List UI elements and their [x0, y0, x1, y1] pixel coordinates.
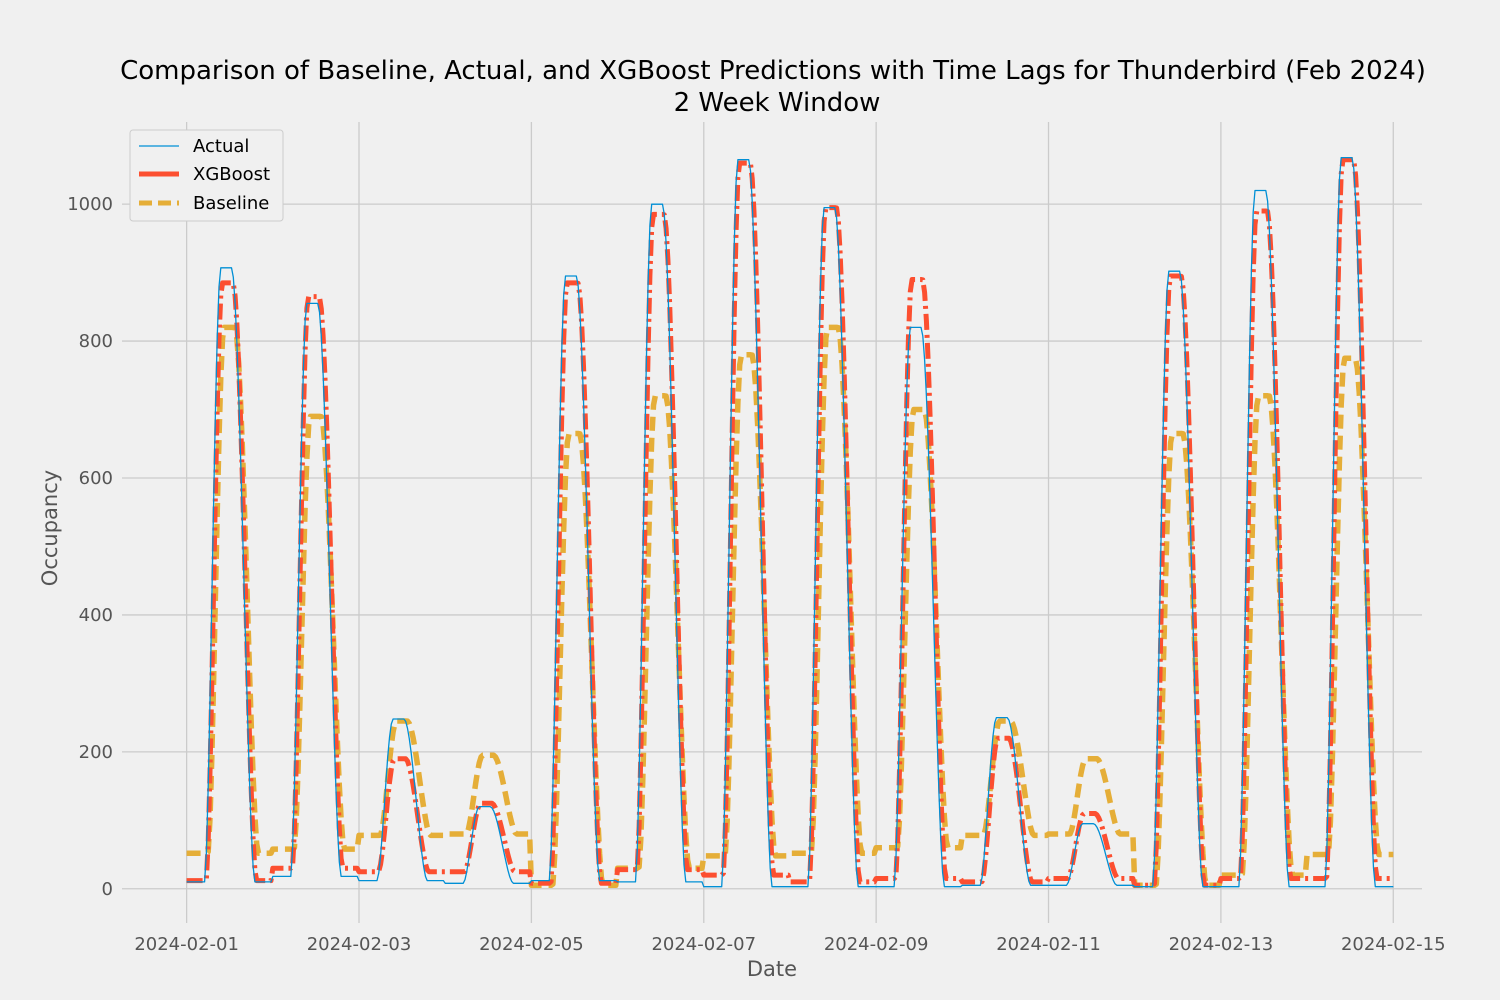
series-layer	[185, 156, 1395, 889]
x-tick-label: 2024-02-05	[479, 934, 584, 955]
x-tick-label: 2024-02-01	[134, 934, 239, 955]
y-tick-label: 600	[79, 468, 113, 489]
legend-label-xgboost: XGBoost	[193, 164, 270, 185]
x-tick-label: 2024-02-07	[651, 934, 756, 955]
y-tick-label: 400	[79, 605, 113, 626]
chart-subtitle: 2 Week Window	[674, 88, 881, 118]
series-line-xgboost	[185, 157, 1394, 888]
y-tick-label: 0	[102, 879, 113, 900]
chart-title: Comparison of Baseline, Actual, and XGBo…	[120, 56, 1426, 86]
legend-box	[129, 129, 284, 222]
legend-label-baseline: Baseline	[193, 193, 269, 214]
grid	[122, 122, 1422, 923]
legend: Actual XGBoost Baseline	[129, 129, 284, 222]
y-tick-label: 1000	[67, 194, 113, 215]
tick-labels: 0 200 400 600 800 1000 2024-02-01 2024-02-03 202…	[67, 194, 1445, 955]
series-line-actual	[186, 156, 1394, 888]
x-tick-label: 2024-02-03	[307, 934, 412, 955]
x-tick-label: 2024-02-13	[1169, 934, 1274, 955]
y-axis-label: Occupancy	[38, 470, 62, 586]
x-tick-label: 2024-02-09	[824, 934, 929, 955]
x-tick-label: 2024-02-15	[1341, 934, 1446, 955]
y-tick-label: 800	[79, 331, 113, 352]
legend-label-actual: Actual	[193, 136, 249, 157]
x-tick-label: 2024-02-11	[996, 934, 1101, 955]
y-tick-label: 200	[79, 742, 113, 763]
x-axis-label: Date	[747, 957, 797, 981]
